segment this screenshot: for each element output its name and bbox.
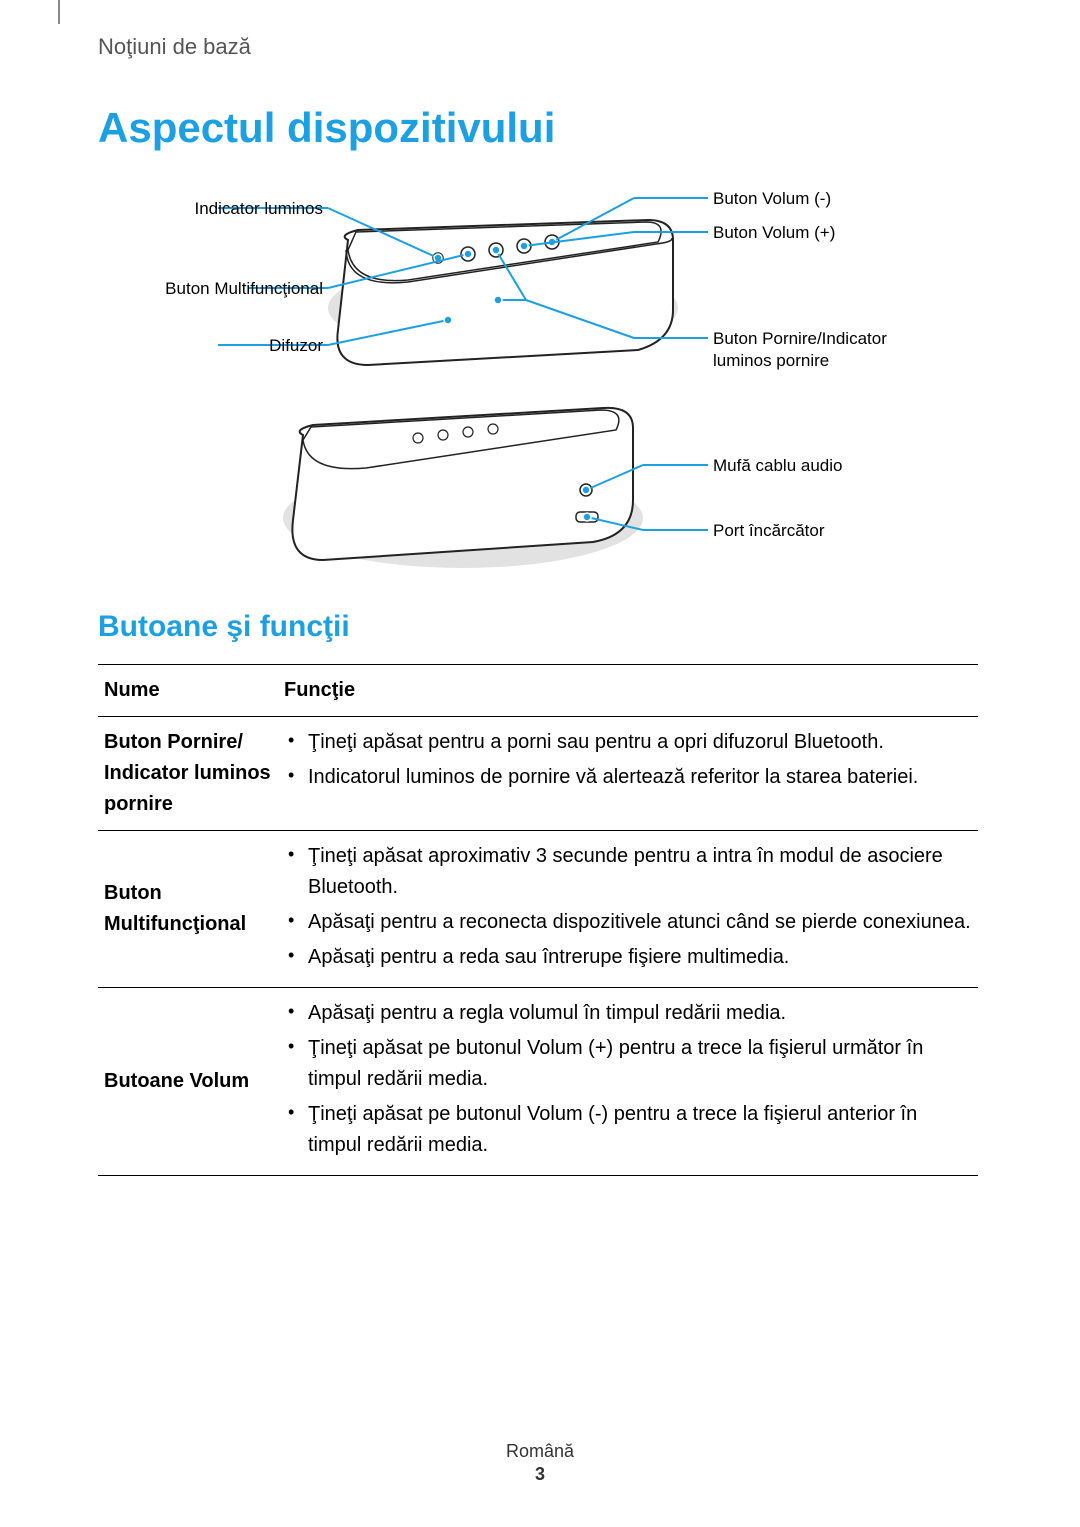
table-header-function: Funcţie: [278, 665, 978, 717]
label-buton-pornire-line2: luminos pornire: [713, 351, 829, 370]
device-diagram: Indicator luminos Buton Multifuncţional …: [98, 170, 978, 580]
row-name: Buton Pornire/ Indicator luminos pornire: [98, 717, 278, 831]
breadcrumb: Noţiuni de bază: [98, 34, 251, 60]
bullet-item: Ţineţi apăsat pentru a porni sau pentru …: [284, 727, 972, 758]
footer-page-number: 3: [0, 1464, 1080, 1485]
table-row: Buton Pornire/ Indicator luminos pornire…: [98, 717, 978, 831]
bullet-item: Apăsaţi pentru a regla volumul în timpul…: [284, 998, 972, 1029]
row-function: Ţineţi apăsat aproximativ 3 secunde pent…: [278, 831, 978, 988]
bullet-item: Ţineţi apăsat pe butonul Volum (-) pentr…: [284, 1099, 972, 1161]
label-buton-pornire: Buton Pornire/Indicator luminos pornire: [713, 328, 887, 372]
bullet-item: Indicatorul luminos de pornire vă alerte…: [284, 762, 972, 793]
table-header-name: Nume: [98, 665, 278, 717]
bullet-item: Apăsaţi pentru a reconecta dispozitivele…: [284, 907, 972, 938]
label-buton-pornire-line1: Buton Pornire/Indicator: [713, 329, 887, 348]
page-footer: Română 3: [0, 1441, 1080, 1485]
label-port-incarcator: Port încărcător: [713, 520, 825, 542]
label-volum-minus: Buton Volum (-): [713, 188, 831, 210]
label-difuzor: Difuzor: [98, 335, 323, 357]
table-row: Buton MultifuncţionalŢineţi apăsat aprox…: [98, 831, 978, 988]
row-name: Butoane Volum: [98, 988, 278, 1176]
label-buton-multifunctional: Buton Multifuncţional: [98, 278, 323, 300]
row-function: Apăsaţi pentru a regla volumul în timpul…: [278, 988, 978, 1176]
bullet-item: Ţineţi apăsat aproximativ 3 secunde pent…: [284, 841, 972, 903]
bullet-item: Ţineţi apăsat pe butonul Volum (+) pentr…: [284, 1033, 972, 1095]
page-title: Aspectul dispozitivului: [98, 104, 555, 152]
row-name: Buton Multifuncţional: [98, 831, 278, 988]
bullet-item: Apăsaţi pentru a reda sau întrerupe fişi…: [284, 942, 972, 973]
label-volum-plus: Buton Volum (+): [713, 222, 835, 244]
section-title: Butoane şi funcţii: [98, 610, 350, 644]
row-function: Ţineţi apăsat pentru a porni sau pentru …: [278, 717, 978, 831]
footer-language: Română: [506, 1441, 574, 1461]
table-row: Butoane VolumApăsaţi pentru a regla volu…: [98, 988, 978, 1176]
page-top-rule: [58, 0, 60, 24]
label-indicator-luminos: Indicator luminos: [98, 198, 323, 220]
label-mufa-audio: Mufă cablu audio: [713, 455, 842, 477]
functions-table: Nume Funcţie Buton Pornire/ Indicator lu…: [98, 664, 978, 1176]
